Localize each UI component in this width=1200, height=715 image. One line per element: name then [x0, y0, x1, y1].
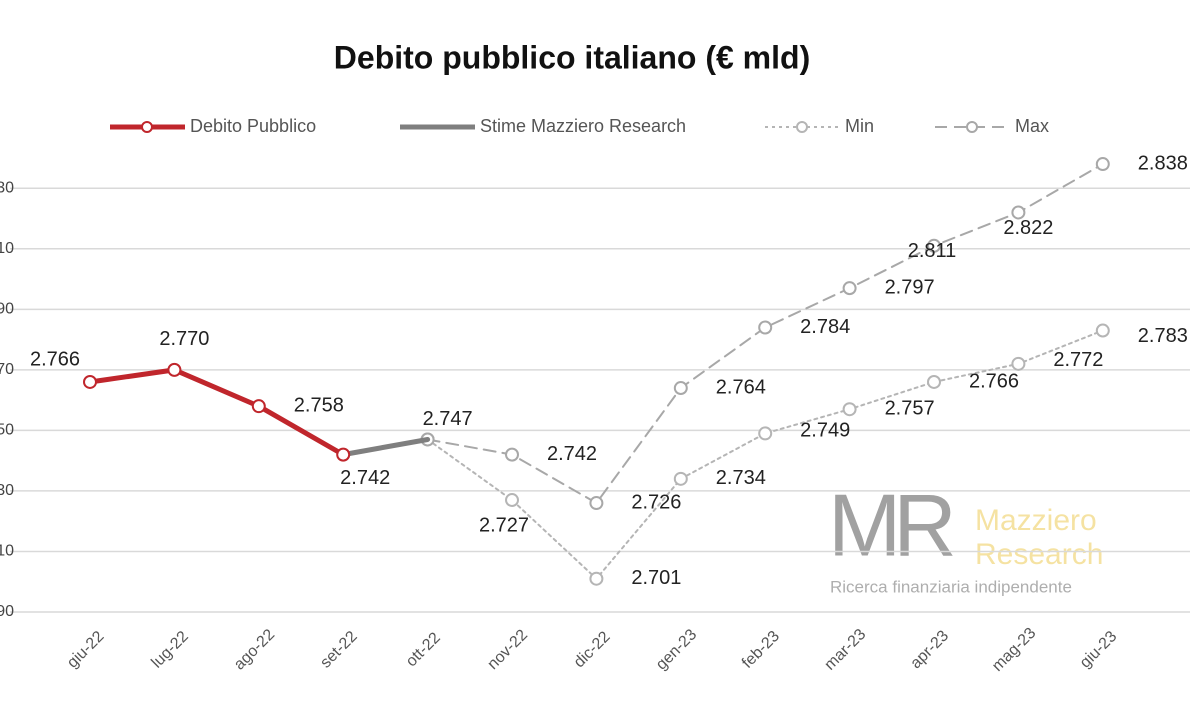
legend-label: Max [1015, 116, 1049, 136]
legend-item: Debito Pubblico [110, 116, 316, 136]
series-line [87, 367, 346, 458]
data-point [336, 447, 351, 462]
y-tick-label: 2.730 [0, 482, 14, 499]
data-point [927, 374, 941, 389]
data-point [167, 362, 182, 377]
y-tick-label: 2.690 [0, 603, 14, 620]
data-point [1011, 356, 1026, 371]
series-line [340, 436, 431, 458]
legend-marker [141, 121, 153, 133]
data-point [1011, 205, 1026, 220]
data-label: 2.822 [1003, 217, 1053, 239]
data-label: 2.758 [294, 394, 344, 416]
data-label: 2.749 [800, 420, 850, 442]
data-label: 2.747 [423, 408, 473, 430]
y-tick-label: 2.790 [0, 301, 14, 318]
data-label: 2.742 [340, 467, 390, 489]
data-label: 2.766 [969, 370, 1019, 392]
data-point [589, 571, 604, 586]
series-line [426, 329, 1104, 580]
data-label: 2.701 [631, 567, 681, 589]
data-point [589, 496, 604, 511]
watermark-name: Mazziero [975, 504, 1097, 537]
data-label: 2.757 [885, 397, 935, 419]
legend-marker [966, 121, 978, 133]
data-label: 2.770 [159, 328, 209, 350]
data-point [673, 471, 688, 486]
y-tick-label: 2.710 [0, 543, 14, 560]
data-point [505, 493, 519, 508]
data-label: 2.742 [547, 443, 597, 465]
data-label: 2.772 [1053, 349, 1103, 371]
data-label: 2.838 [1138, 152, 1188, 174]
y-tick-label: 2.830 [0, 179, 14, 196]
data-point [758, 426, 773, 441]
data-point [758, 320, 773, 335]
data-point [1095, 157, 1110, 172]
data-point [842, 281, 857, 296]
y-tick-label: 2.750 [0, 422, 14, 439]
data-label: 2.783 [1138, 325, 1188, 347]
data-point [505, 447, 519, 462]
y-tick-label: 2.770 [0, 361, 14, 378]
data-point [927, 238, 941, 253]
data-label: 2.734 [716, 467, 766, 489]
legend-item: Max [935, 116, 1049, 136]
data-label: 2.726 [631, 491, 681, 513]
data-label: 2.764 [716, 376, 766, 398]
legend-label: Min [845, 116, 874, 136]
data-label: 2.766 [30, 348, 80, 370]
data-label: 2.811 [908, 240, 957, 262]
data-point [1095, 323, 1110, 338]
data-point [842, 402, 857, 417]
data-point [83, 374, 97, 389]
data-label: 2.784 [800, 316, 850, 338]
chart-title: Debito pubblico italiano (€ mld) [334, 39, 810, 75]
watermark-tagline: Ricerca finanziaria indipendente [830, 577, 1072, 596]
data-label: 2.797 [885, 276, 935, 298]
watermark-logo: MR [828, 475, 953, 574]
y-tick-label: 2.810 [0, 240, 14, 257]
data-label: 2.727 [479, 514, 529, 536]
watermark-name: Research [975, 538, 1103, 571]
data-point [251, 399, 266, 414]
legend-marker [796, 121, 808, 133]
legend-label: Stime Mazziero Research [480, 116, 686, 136]
legend-item: Min [765, 116, 874, 136]
legend-label: Debito Pubblico [190, 116, 316, 136]
data-point [673, 381, 688, 396]
watermark: MR Mazziero Research Ricerca finanziaria… [828, 475, 1103, 596]
legend-item: Stime Mazziero Research [400, 116, 686, 136]
